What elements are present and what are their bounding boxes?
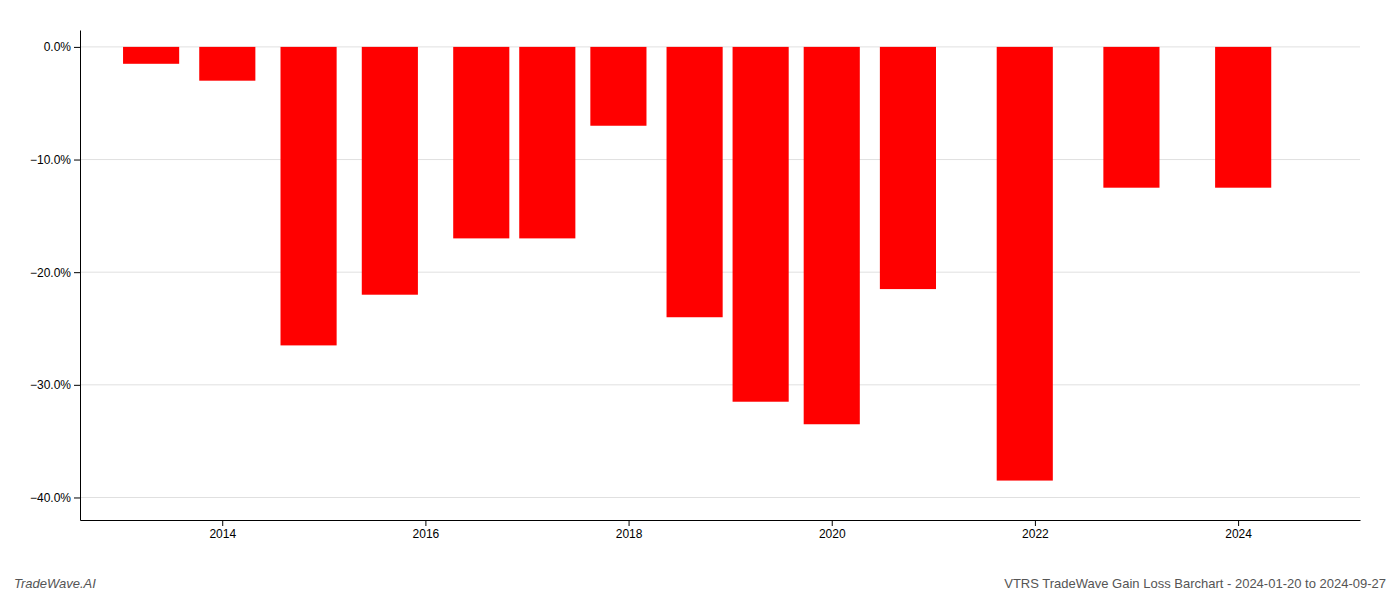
bar bbox=[519, 47, 575, 238]
bar bbox=[997, 47, 1053, 481]
y-axis: 0.0% −10.0% −20.0% −30.0% −40.0% bbox=[30, 31, 81, 521]
x-tick-label: 2020 bbox=[819, 527, 846, 541]
x-tick: 2018 bbox=[616, 520, 643, 541]
bar bbox=[590, 47, 646, 126]
x-tick-label: 2022 bbox=[1022, 527, 1049, 541]
x-tick: 2022 bbox=[1022, 520, 1049, 541]
y-tick-mark bbox=[74, 385, 80, 386]
grid-line bbox=[80, 497, 1360, 498]
grid bbox=[80, 47, 1360, 498]
x-tick: 2024 bbox=[1225, 520, 1252, 541]
bar bbox=[362, 47, 418, 295]
x-tick-mark bbox=[222, 520, 223, 526]
x-tick-mark bbox=[1238, 520, 1239, 526]
bar bbox=[281, 47, 337, 346]
bar bbox=[123, 47, 179, 64]
y-tick-label: −40.0% bbox=[30, 491, 71, 505]
bar bbox=[453, 47, 509, 238]
grid-line bbox=[80, 384, 1360, 385]
y-tick: 0.0% bbox=[44, 40, 80, 54]
y-tick: −40.0% bbox=[30, 491, 80, 505]
bar bbox=[667, 47, 723, 317]
chart-svg: 2014 2016 2018 2020 2022 2024 0.0% −10.0% −20.0%… bbox=[0, 0, 1400, 600]
y-axis-line bbox=[80, 31, 81, 521]
x-tick: 2014 bbox=[209, 520, 236, 541]
x-tick-mark bbox=[1035, 520, 1036, 526]
y-tick: −30.0% bbox=[30, 378, 80, 392]
y-tick-label: −30.0% bbox=[30, 378, 71, 392]
y-tick-mark bbox=[74, 47, 80, 48]
bar bbox=[804, 47, 860, 424]
x-tick-label: 2018 bbox=[616, 527, 643, 541]
x-tick-label: 2024 bbox=[1225, 527, 1252, 541]
x-axis-line bbox=[81, 520, 1361, 521]
bar bbox=[199, 47, 255, 81]
bar bbox=[1103, 47, 1159, 188]
bars bbox=[123, 47, 1271, 481]
y-tick-label: 0.0% bbox=[44, 40, 72, 54]
bar bbox=[1215, 47, 1271, 188]
x-axis: 2014 2016 2018 2020 2022 2024 bbox=[81, 520, 1361, 541]
footer-right: VTRS TradeWave Gain Loss Barchart - 2024… bbox=[1004, 576, 1386, 591]
bar bbox=[880, 47, 936, 289]
y-tick-mark bbox=[74, 272, 80, 273]
y-tick-label: −10.0% bbox=[30, 153, 71, 167]
x-tick-mark bbox=[832, 520, 833, 526]
y-tick-mark bbox=[74, 497, 80, 498]
footer-left: TradeWave.AI bbox=[14, 576, 96, 591]
y-tick-label: −20.0% bbox=[30, 266, 71, 280]
y-tick: −10.0% bbox=[30, 153, 80, 167]
y-tick-mark bbox=[74, 160, 80, 161]
x-tick-mark bbox=[629, 520, 630, 526]
y-tick: −20.0% bbox=[30, 266, 80, 280]
x-tick: 2016 bbox=[413, 520, 440, 541]
x-tick-mark bbox=[425, 520, 426, 526]
x-tick-label: 2014 bbox=[209, 527, 236, 541]
x-tick-label: 2016 bbox=[413, 527, 440, 541]
bar bbox=[733, 47, 789, 402]
x-tick: 2020 bbox=[819, 520, 846, 541]
